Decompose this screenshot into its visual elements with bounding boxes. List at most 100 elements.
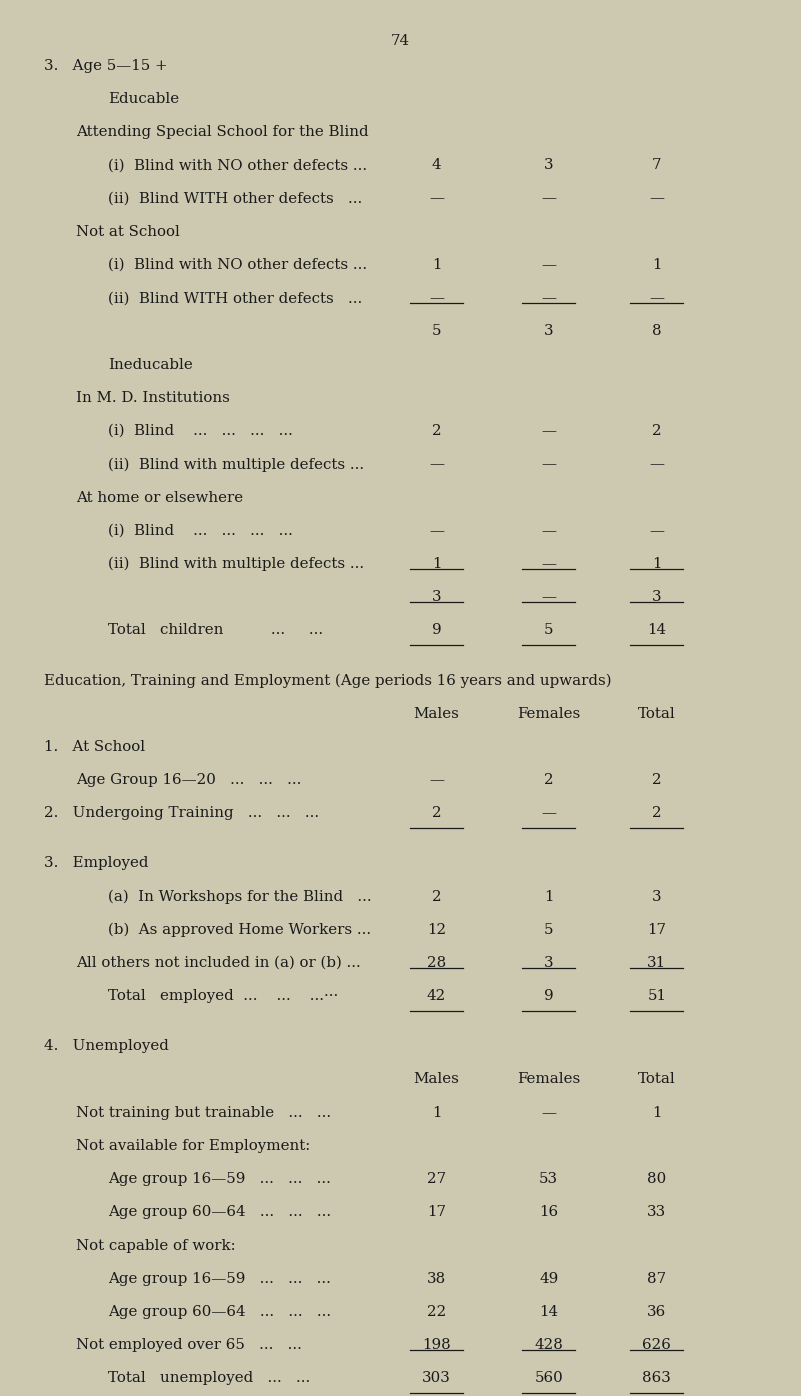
Text: 2: 2 <box>652 807 662 821</box>
Text: Not available for Employment:: Not available for Employment: <box>76 1139 310 1153</box>
Text: 5: 5 <box>544 923 553 937</box>
Text: 3: 3 <box>652 591 662 604</box>
Text: 2: 2 <box>432 424 441 438</box>
Text: 1: 1 <box>652 1106 662 1120</box>
Text: 198: 198 <box>422 1339 451 1353</box>
Text: (b)  As approved Home Workers ...: (b) As approved Home Workers ... <box>108 923 371 937</box>
Text: —: — <box>650 292 664 306</box>
Text: 626: 626 <box>642 1339 671 1353</box>
Text: 863: 863 <box>642 1371 671 1385</box>
Text: 9: 9 <box>544 990 553 1004</box>
Text: (i)  Blind with NO other defects ...: (i) Blind with NO other defects ... <box>108 258 368 272</box>
Text: —: — <box>429 773 444 787</box>
Text: 5: 5 <box>544 624 553 638</box>
Text: Total: Total <box>638 706 676 720</box>
Text: 17: 17 <box>647 923 666 937</box>
Text: 87: 87 <box>647 1272 666 1286</box>
Text: 9: 9 <box>432 624 441 638</box>
Text: 1: 1 <box>432 557 441 571</box>
Text: (a)  In Workshops for the Blind   ...: (a) In Workshops for the Blind ... <box>108 889 372 905</box>
Text: 38: 38 <box>427 1272 446 1286</box>
Text: Educable: Educable <box>108 92 179 106</box>
Text: —: — <box>541 258 556 272</box>
Text: 5: 5 <box>432 324 441 338</box>
Text: —: — <box>429 458 444 472</box>
Text: Age group 60—64   ...   ...   ...: Age group 60—64 ... ... ... <box>108 1205 332 1219</box>
Text: 1.   At School: 1. At School <box>44 740 145 754</box>
Text: —: — <box>541 458 556 472</box>
Text: Not capable of work:: Not capable of work: <box>76 1238 235 1252</box>
Text: In M. D. Institutions: In M. D. Institutions <box>76 391 230 405</box>
Text: Age Group 16—20   ...   ...   ...: Age Group 16—20 ... ... ... <box>76 773 301 787</box>
Text: 80: 80 <box>647 1173 666 1187</box>
Text: 3: 3 <box>544 956 553 970</box>
Text: Age group 16—59   ...   ...   ...: Age group 16—59 ... ... ... <box>108 1272 331 1286</box>
Text: 3.   Age 5—15 +: 3. Age 5—15 + <box>44 59 167 73</box>
Text: 2.   Undergoing Training   ...   ...   ...: 2. Undergoing Training ... ... ... <box>44 807 319 821</box>
Text: —: — <box>650 458 664 472</box>
Text: 3: 3 <box>544 324 553 338</box>
Text: —: — <box>429 292 444 306</box>
Text: —: — <box>541 557 556 571</box>
Text: Education, Training and Employment (Age periods 16 years and upwards): Education, Training and Employment (Age … <box>44 673 611 688</box>
Text: (i)  Blind with NO other defects ...: (i) Blind with NO other defects ... <box>108 158 368 172</box>
Text: —: — <box>541 1106 556 1120</box>
Text: (ii)  Blind WITH other defects   ...: (ii) Blind WITH other defects ... <box>108 292 362 306</box>
Text: 42: 42 <box>427 990 446 1004</box>
Text: 74: 74 <box>391 34 410 47</box>
Text: —: — <box>541 807 556 821</box>
Text: 28: 28 <box>427 956 446 970</box>
Text: Ineducable: Ineducable <box>108 357 193 371</box>
Text: Attending Special School for the Blind: Attending Special School for the Blind <box>76 126 368 140</box>
Text: 51: 51 <box>647 990 666 1004</box>
Text: —: — <box>429 191 444 205</box>
Text: —: — <box>650 191 664 205</box>
Text: (i)  Blind    ...   ...   ...   ...: (i) Blind ... ... ... ... <box>108 524 293 537</box>
Text: 3: 3 <box>652 889 662 903</box>
Text: 2: 2 <box>544 773 553 787</box>
Text: 3.   Employed: 3. Employed <box>44 856 148 870</box>
Text: Males: Males <box>413 706 460 720</box>
Text: Females: Females <box>517 1072 580 1086</box>
Text: 27: 27 <box>427 1173 446 1187</box>
Text: Not at School: Not at School <box>76 225 180 239</box>
Text: 1: 1 <box>432 258 441 272</box>
Text: —: — <box>429 524 444 537</box>
Text: 16: 16 <box>539 1205 558 1219</box>
Text: Females: Females <box>517 706 580 720</box>
Text: 1: 1 <box>652 557 662 571</box>
Text: 49: 49 <box>539 1272 558 1286</box>
Text: Not training but trainable   ...   ...: Not training but trainable ... ... <box>76 1106 332 1120</box>
Text: 12: 12 <box>427 923 446 937</box>
Text: (ii)  Blind with multiple defects ...: (ii) Blind with multiple defects ... <box>108 458 364 472</box>
Text: 33: 33 <box>647 1205 666 1219</box>
Text: 14: 14 <box>539 1305 558 1319</box>
Text: 17: 17 <box>427 1205 446 1219</box>
Text: —: — <box>541 524 556 537</box>
Text: 2: 2 <box>432 889 441 903</box>
Text: 303: 303 <box>422 1371 451 1385</box>
Text: 36: 36 <box>647 1305 666 1319</box>
Text: 1: 1 <box>544 889 553 903</box>
Text: 14: 14 <box>647 624 666 638</box>
Text: 2: 2 <box>432 807 441 821</box>
Text: Males: Males <box>413 1072 460 1086</box>
Text: —: — <box>541 292 556 306</box>
Text: Age group 60—64   ...   ...   ...: Age group 60—64 ... ... ... <box>108 1305 332 1319</box>
Text: 8: 8 <box>652 324 662 338</box>
Text: All others not included in (a) or (b) ...: All others not included in (a) or (b) ..… <box>76 956 360 970</box>
Text: —: — <box>541 191 556 205</box>
Text: 3: 3 <box>432 591 441 604</box>
Text: Age group 16—59   ...   ...   ...: Age group 16—59 ... ... ... <box>108 1173 331 1187</box>
Text: —: — <box>541 591 556 604</box>
Text: (ii)  Blind with multiple defects ...: (ii) Blind with multiple defects ... <box>108 557 364 571</box>
Text: At home or elsewhere: At home or elsewhere <box>76 490 244 504</box>
Text: 4: 4 <box>432 158 441 172</box>
Text: 4.   Unemployed: 4. Unemployed <box>44 1039 169 1053</box>
Text: 3: 3 <box>544 158 553 172</box>
Text: Total   children          ...     ...: Total children ... ... <box>108 624 324 638</box>
Text: 53: 53 <box>539 1173 558 1187</box>
Text: 560: 560 <box>534 1371 563 1385</box>
Text: 1: 1 <box>652 258 662 272</box>
Text: 2: 2 <box>652 424 662 438</box>
